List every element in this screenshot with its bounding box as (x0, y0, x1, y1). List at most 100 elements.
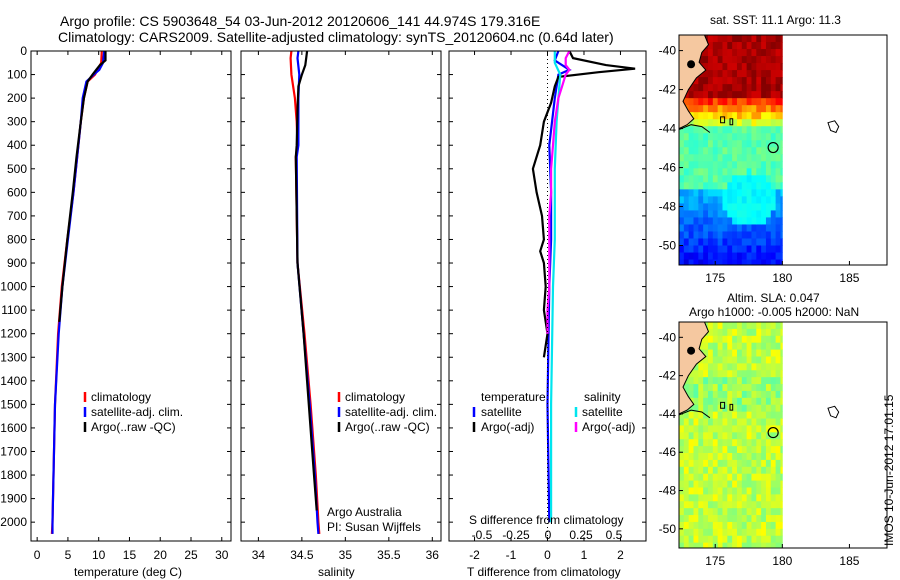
map-cell (727, 494, 733, 502)
map-cell (736, 105, 743, 113)
map-cell (765, 147, 772, 155)
map-cell (751, 203, 757, 211)
map-cell (707, 154, 714, 162)
map-cell (751, 245, 757, 253)
map-cell (727, 91, 733, 99)
map-cell (722, 112, 728, 120)
map-cell (761, 189, 767, 197)
map-cell (775, 210, 781, 218)
map-cell (765, 238, 772, 246)
map-cell (693, 453, 699, 461)
map-y-tick-label: -50 (659, 522, 677, 536)
map-cell (746, 210, 752, 218)
difference-x-label: T difference from climatology (467, 565, 621, 579)
map-cell (780, 91, 783, 99)
map-cell (698, 411, 704, 419)
map-cell (770, 363, 777, 371)
map-cell (707, 404, 714, 413)
sla-map-title: Altim. SLA: 0.047 (727, 291, 820, 305)
map-cell (679, 161, 685, 169)
map-cell (775, 439, 781, 447)
map-cell (751, 446, 757, 454)
map-cell (683, 425, 690, 433)
depth-tick-label: 500 (7, 162, 27, 176)
map-cell (751, 217, 757, 225)
map-cell (775, 363, 781, 371)
map-cell (679, 217, 685, 225)
header-line-1: Argo profile: CS 5903648_54 03-Jun-2012 … (60, 13, 540, 29)
map-cell (688, 473, 694, 481)
map-cell (756, 453, 762, 461)
map-cell (780, 245, 783, 253)
map-cell (746, 342, 752, 350)
map-cell (761, 453, 767, 461)
map-cell (707, 377, 714, 385)
map-cell (780, 494, 783, 502)
map-cell (722, 439, 728, 447)
map-cell (736, 189, 743, 197)
map-cell (712, 42, 719, 50)
map-cell (765, 84, 772, 92)
map-cell (683, 140, 690, 148)
map-cell (765, 168, 772, 176)
map-cell (732, 425, 738, 433)
map-cell (751, 370, 757, 378)
sla-map-axes-box (678, 321, 888, 549)
map-cell (770, 224, 777, 232)
map-cell (683, 384, 690, 392)
map-cell (746, 105, 752, 113)
map-cell (765, 224, 772, 232)
map-cell (770, 217, 777, 225)
map-cell (698, 133, 704, 141)
map-cell (780, 390, 783, 399)
map-cell (775, 168, 781, 176)
series-line-argo-adj- (546, 51, 571, 334)
map-cell (780, 322, 783, 330)
map-cell (765, 49, 772, 57)
map-cell (727, 168, 733, 176)
map-cell (775, 466, 781, 475)
map-cell (703, 49, 709, 57)
map-cell (693, 377, 699, 385)
map-cell (707, 418, 714, 426)
map-cell (746, 49, 752, 57)
map-cell (698, 397, 704, 406)
map-cell (775, 487, 781, 495)
map-cell (770, 84, 777, 92)
map-cell (756, 63, 762, 71)
map-cell (756, 224, 762, 232)
map-cell (756, 322, 762, 330)
map-cell (732, 70, 738, 78)
map-cell (727, 390, 733, 399)
map-cell (722, 105, 728, 113)
map-cell (727, 203, 733, 211)
map-cell (683, 98, 690, 106)
map-cell (688, 126, 694, 134)
map-cell (679, 133, 685, 141)
map-cell (746, 404, 752, 413)
map-cell (770, 238, 777, 246)
map-cell (775, 328, 781, 337)
map-cell (698, 542, 704, 548)
map-cell (746, 119, 752, 127)
map-cell (707, 42, 714, 50)
map-cell (746, 245, 752, 253)
map-cell (751, 252, 757, 260)
map-cell (722, 542, 728, 548)
map-cell (722, 322, 728, 330)
map-cell (732, 390, 738, 399)
map-cell (693, 182, 699, 190)
map-cell (732, 466, 738, 475)
map-cell (775, 224, 781, 232)
map-cell (736, 480, 743, 488)
map-cell (741, 126, 748, 134)
map-cell (693, 494, 699, 502)
temperature-axes-box (30, 50, 232, 542)
map-cell (707, 446, 714, 454)
map-cell (722, 203, 728, 211)
map-cell (722, 487, 728, 495)
map-cell (698, 459, 704, 468)
map-cell (717, 521, 723, 530)
map-cell (717, 112, 723, 120)
map-cell (698, 501, 704, 509)
